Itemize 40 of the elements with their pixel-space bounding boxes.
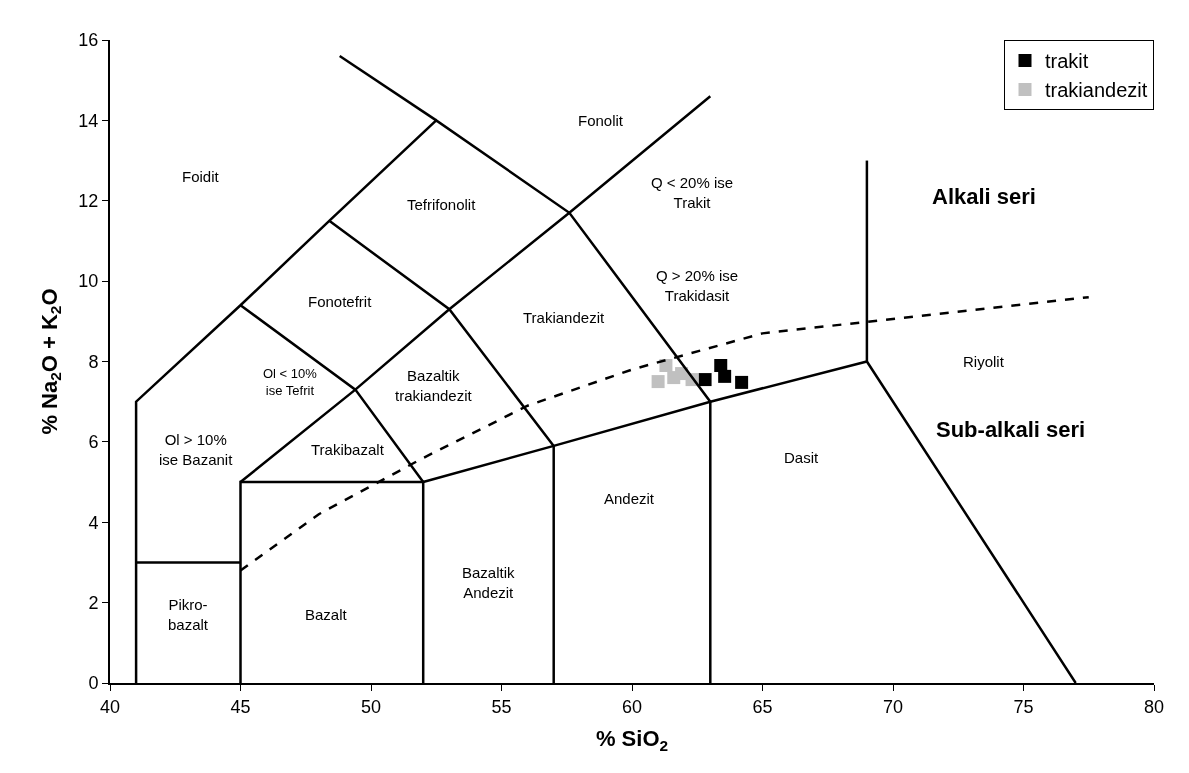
x-tick-label: 50 [360, 696, 382, 717]
y-tick-label: 12 [78, 191, 99, 212]
annotation: Ol > 10% ise Bazanit [159, 431, 234, 468]
annotation: Fonotefrit [308, 293, 373, 310]
x-axis-title: % SiO$_{2}$ [595, 726, 669, 754]
annotation: Ol < 10% ise Tefrit [263, 366, 318, 398]
legend-label: trakiandezit [1045, 79, 1148, 102]
legend-label: trakit [1045, 50, 1089, 73]
y-tick-label: 8 [88, 351, 99, 372]
annotation: Bazaltik trakiandezit [395, 367, 473, 404]
annotation: Q > 20% ise Trakidasit [656, 267, 739, 304]
x-tick-label: 80 [1143, 696, 1165, 717]
x-tick-label: 55 [491, 696, 512, 717]
y-tick-label: 4 [88, 512, 99, 533]
y-tick-label: 2 [88, 592, 99, 613]
annotation: Trakiandezit [523, 309, 605, 326]
annotation: Q < 20% ise Trakit [651, 174, 734, 211]
annotation: Foidit [182, 168, 220, 185]
annotation: Dasit [784, 449, 820, 466]
x-tick-label: 75 [1013, 696, 1034, 717]
annotation: Pikro- bazalt [168, 596, 209, 633]
x-tick-label: 40 [99, 696, 121, 717]
y-tick-label: 16 [78, 30, 99, 51]
annotation: Trakibazalt [311, 441, 385, 458]
annotation: Riyolit [963, 353, 1005, 370]
y-tick-label: 10 [78, 271, 99, 292]
x-tick-label: 70 [882, 696, 904, 717]
y-tick-label: 0 [88, 673, 99, 694]
annotation: Alkali seri [932, 184, 1036, 209]
annotation: Fonolit [578, 112, 624, 129]
x-tick-label: 65 [752, 696, 773, 717]
annotation: Andezit [604, 490, 655, 507]
annotation: Bazalt [305, 606, 348, 623]
x-tick-label: 60 [621, 696, 643, 717]
y-tick-label: 6 [88, 432, 99, 453]
annotation: Tefrifonolit [407, 196, 477, 213]
y-tick-label: 14 [78, 110, 99, 131]
x-tick-label: 45 [230, 696, 251, 717]
annotation: Sub-alkali seri [936, 417, 1086, 442]
annotation: Bazaltik Andezit [462, 564, 516, 601]
